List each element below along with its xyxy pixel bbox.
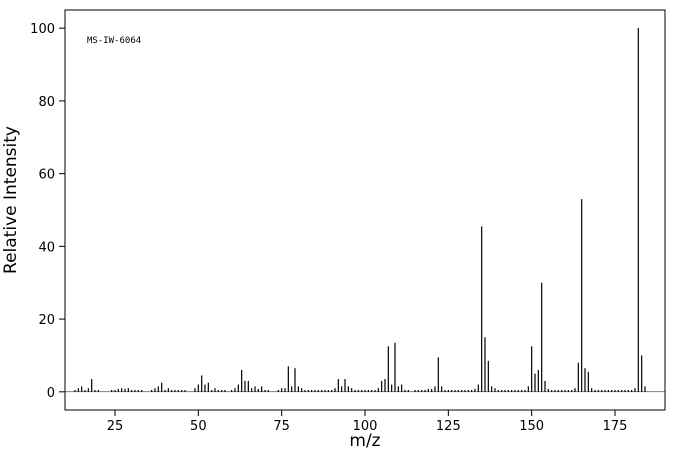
x-tick-label: 25: [107, 419, 124, 434]
x-axis-label: m/z: [349, 431, 380, 451]
y-tick-label: 80: [38, 95, 55, 110]
x-tick-label: 50: [190, 419, 207, 434]
x-tick-label: 150: [519, 419, 544, 434]
y-tick-label: 0: [47, 386, 55, 401]
x-tick-label: 125: [436, 419, 461, 434]
y-tick-label: 100: [30, 22, 55, 37]
annotation: MS-IW-6064: [87, 36, 141, 46]
y-tick-label: 20: [38, 313, 55, 328]
plot-frame: [64, 9, 666, 411]
y-tick-label: 60: [38, 168, 55, 183]
x-tick-label: 100: [353, 419, 378, 434]
y-axis-label: Relative Intensity: [1, 126, 21, 274]
x-tick-label: 75: [273, 419, 290, 434]
x-tick-label: 175: [603, 419, 628, 434]
y-tick-label: 40: [38, 240, 55, 255]
